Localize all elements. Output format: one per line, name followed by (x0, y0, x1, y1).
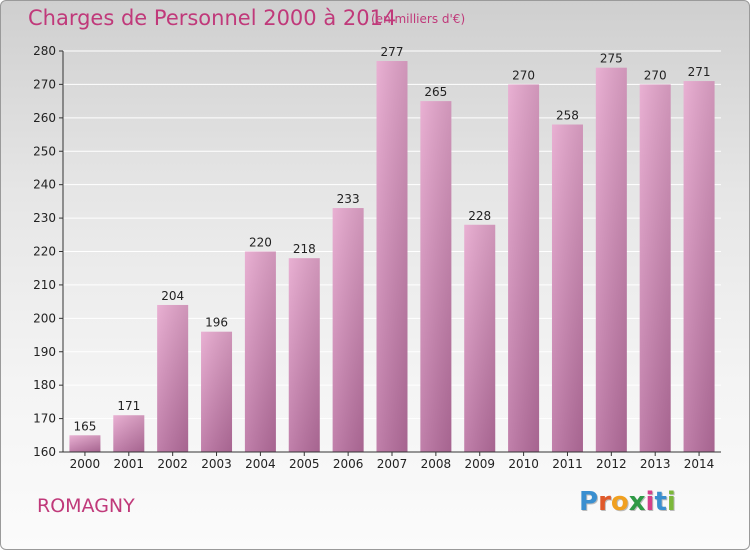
x-tick-label: 2002 (157, 457, 188, 471)
bar-value-label: 220 (249, 236, 272, 250)
bar-value-label: 270 (512, 68, 535, 82)
bar-shade (201, 331, 233, 452)
y-tick-label: 230 (33, 211, 56, 225)
bar-shade (244, 251, 276, 452)
logo-letter: x (628, 487, 646, 517)
bar-shade (508, 84, 540, 453)
bar-shade (595, 67, 627, 452)
x-tick-label: 2013 (640, 457, 671, 471)
logo-letter: r (598, 487, 611, 517)
y-tick-label: 200 (33, 311, 56, 325)
x-tick-label: 2004 (245, 457, 276, 471)
x-tick-label: 2008 (421, 457, 452, 471)
y-tick-label: 240 (33, 178, 56, 192)
x-tick-label: 2014 (684, 457, 715, 471)
proxiti-logo: Proxiti (579, 487, 676, 517)
y-tick-label: 160 (33, 445, 56, 459)
y-tick-label: 270 (33, 77, 56, 91)
logo-letter: i (666, 487, 676, 517)
bar-value-label: 277 (381, 45, 404, 59)
bar-value-label: 204 (161, 289, 184, 303)
x-tick-label: 2003 (201, 457, 232, 471)
x-tick-label: 2006 (333, 457, 364, 471)
bar-value-label: 165 (73, 419, 96, 433)
bar-value-label: 218 (293, 242, 316, 256)
bar-value-label: 270 (644, 68, 667, 82)
bars: 165 171 204 196 220 218 233 277 265 228 270 258 275 2… (69, 45, 715, 453)
y-tick-label: 260 (33, 111, 56, 125)
x-tick-label: 2011 (552, 457, 583, 471)
commune-name: ROMAGNY (37, 495, 135, 517)
logo-letter: i (645, 487, 655, 517)
bar-shade (113, 415, 145, 452)
chart-unit: (en milliers d'€) (371, 12, 466, 26)
logo-letter: P (579, 487, 599, 517)
bar-value-label: 228 (468, 209, 491, 223)
axes: 160 170 180 190 200 210 220 230 240 250 260 270 280 2… (33, 44, 721, 471)
bar-shade (332, 208, 364, 452)
bar-value-label: 196 (205, 316, 228, 330)
bar-value-label: 271 (688, 65, 711, 79)
bar-shade (157, 304, 189, 452)
bar-shade (551, 124, 583, 453)
bar-value-label: 265 (424, 85, 447, 99)
bar-shade (69, 435, 101, 452)
logo-letter: o (610, 487, 629, 517)
y-tick-label: 250 (33, 144, 56, 158)
y-tick-label: 220 (33, 245, 56, 259)
logo-letter: t (654, 487, 667, 517)
bar-value-label: 171 (117, 399, 140, 413)
x-tick-label: 2005 (289, 457, 320, 471)
bar-shade (376, 61, 408, 453)
bar-shade (288, 258, 320, 452)
x-tick-label: 2000 (70, 457, 101, 471)
x-tick-label: 2007 (377, 457, 408, 471)
chart-title: Charges de Personnel 2000 à 2014 (28, 6, 397, 30)
bar-shade (683, 81, 715, 452)
y-tick-label: 210 (33, 278, 56, 292)
bar-value-label: 233 (337, 192, 360, 206)
x-tick-label: 2009 (464, 457, 495, 471)
bar-shade (464, 224, 496, 452)
bar-value-label: 258 (556, 109, 579, 123)
x-tick-label: 2012 (596, 457, 627, 471)
y-tick-label: 170 (33, 412, 56, 426)
y-tick-label: 190 (33, 345, 56, 359)
y-tick-label: 280 (33, 44, 56, 58)
x-tick-label: 2010 (508, 457, 539, 471)
bar-value-label: 275 (600, 52, 623, 66)
x-tick-label: 2001 (114, 457, 145, 471)
y-tick-label: 180 (33, 378, 56, 392)
bar-shade (639, 84, 671, 453)
bar-shade (420, 101, 452, 452)
